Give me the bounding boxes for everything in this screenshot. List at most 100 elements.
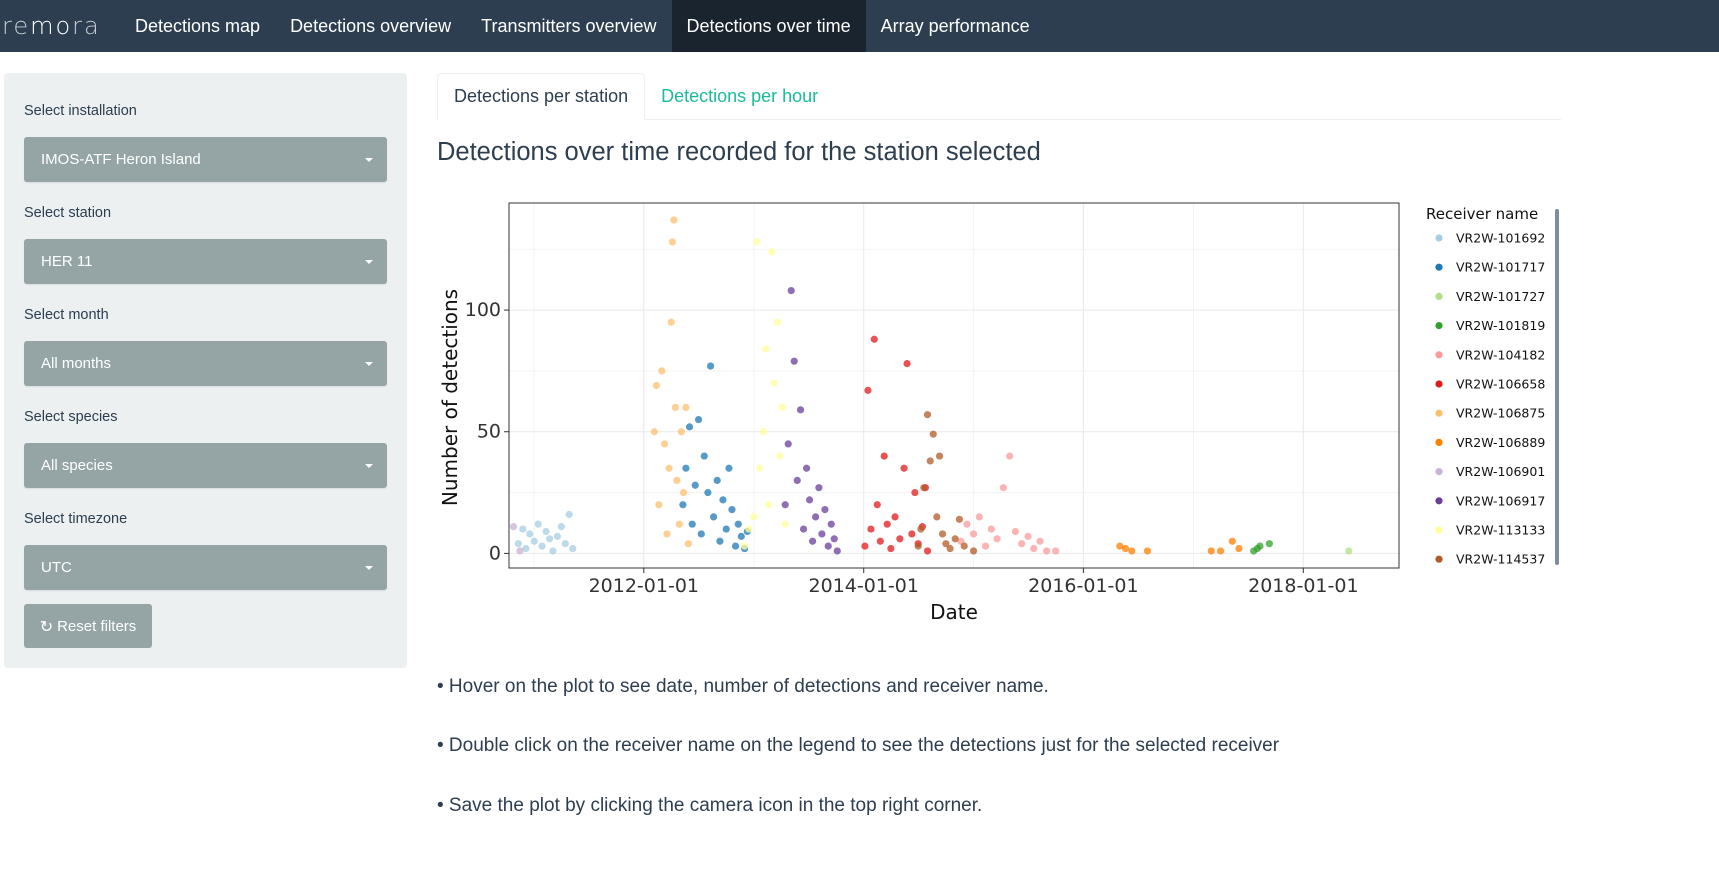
data-point bbox=[514, 540, 522, 548]
legend-item[interactable]: VR2W-106901 bbox=[1435, 464, 1545, 479]
species-label: Select species bbox=[24, 409, 118, 425]
data-point bbox=[561, 540, 569, 548]
station-label: Select station bbox=[24, 205, 112, 221]
data-point bbox=[963, 520, 971, 528]
species-select[interactable]: All species bbox=[24, 443, 387, 488]
data-point bbox=[864, 386, 872, 394]
legend-item[interactable]: VR2W-106658 bbox=[1435, 377, 1545, 392]
legend-marker bbox=[1435, 409, 1443, 417]
data-point bbox=[1256, 542, 1264, 550]
page-title: Detections over time recorded for the st… bbox=[437, 138, 1041, 166]
data-point bbox=[684, 540, 692, 548]
legend-item[interactable]: VR2W-101717 bbox=[1435, 260, 1545, 275]
data-point bbox=[883, 520, 891, 528]
month-select[interactable]: All months bbox=[24, 341, 387, 386]
data-point bbox=[546, 535, 554, 543]
timezone-select[interactable]: UTC bbox=[24, 545, 387, 590]
legend-item[interactable]: VR2W-101727 bbox=[1435, 289, 1545, 304]
caret-down-icon bbox=[365, 158, 373, 162]
note-save-plot: • Save the plot by clicking the camera i… bbox=[437, 795, 983, 816]
legend-label: VR2W-106901 bbox=[1456, 464, 1545, 479]
legend-item[interactable]: VR2W-114537 bbox=[1435, 552, 1545, 567]
month-field: Select month All months bbox=[24, 307, 387, 386]
x-tick-label: 2016-01-01 bbox=[1028, 575, 1138, 597]
detections-chart-svg[interactable]: 2012-01-01 2014-01-01 2016-01-01 2018-01-01… bbox=[437, 195, 1567, 635]
data-point bbox=[557, 523, 565, 531]
data-point bbox=[658, 367, 666, 375]
data-point bbox=[1036, 537, 1044, 545]
nav-detections-overview[interactable]: Detections overview bbox=[290, 15, 452, 36]
data-point bbox=[935, 452, 944, 460]
month-label: Select month bbox=[24, 307, 109, 323]
data-point bbox=[969, 547, 978, 555]
note-hover: • Hover on the plot to see date, number … bbox=[437, 676, 1049, 697]
data-point bbox=[737, 532, 745, 540]
data-point bbox=[1207, 547, 1215, 555]
data-point bbox=[745, 525, 753, 533]
tab-detections-per-station[interactable]: Detections per station bbox=[437, 73, 646, 120]
station-value: HER 11 bbox=[41, 253, 93, 270]
data-point bbox=[938, 530, 947, 538]
station-select[interactable]: HER 11 bbox=[24, 239, 387, 284]
data-point bbox=[538, 542, 546, 550]
data-point bbox=[887, 544, 895, 553]
legend-item[interactable]: VR2W-101819 bbox=[1435, 318, 1545, 333]
x-tick-label: 2014-01-01 bbox=[809, 575, 919, 597]
legend-marker bbox=[1435, 497, 1443, 505]
data-point bbox=[660, 440, 669, 448]
data-point bbox=[873, 501, 881, 509]
data-point bbox=[955, 515, 964, 523]
month-value: All months bbox=[41, 355, 112, 372]
data-point bbox=[811, 513, 820, 521]
legend-label: VR2W-104182 bbox=[1456, 347, 1545, 362]
nav-array-performance[interactable]: Array performance bbox=[880, 15, 1030, 36]
data-point bbox=[802, 464, 811, 472]
legend-item[interactable]: VR2W-101692 bbox=[1435, 231, 1545, 246]
data-point bbox=[824, 542, 832, 550]
data-point bbox=[911, 488, 919, 497]
data-point bbox=[722, 525, 730, 533]
data-point bbox=[706, 362, 715, 370]
nav-detections-map[interactable]: Detections map bbox=[135, 15, 261, 36]
installation-value: IMOS-ATF Heron Island bbox=[41, 151, 201, 168]
x-tick-label: 2012-01-01 bbox=[589, 575, 699, 597]
legend-item[interactable]: VR2W-104182 bbox=[1435, 347, 1545, 362]
legend-label: VR2W-106889 bbox=[1456, 435, 1545, 450]
legend-item[interactable]: VR2W-106917 bbox=[1435, 493, 1545, 508]
data-point bbox=[1265, 540, 1273, 548]
legend-label: VR2W-101692 bbox=[1456, 231, 1545, 246]
tab-detections-per-hour[interactable]: Detections per hour bbox=[661, 86, 819, 106]
data-point bbox=[830, 535, 838, 543]
nav-transmitters-overview[interactable]: Transmitters overview bbox=[481, 15, 657, 36]
caret-down-icon bbox=[365, 362, 373, 366]
y-tick-label: 100 bbox=[465, 299, 501, 321]
installation-label: Select installation bbox=[24, 103, 137, 119]
nav-detections-over-time[interactable]: Detections over time bbox=[671, 0, 866, 52]
brand-logo[interactable]: re mo ra bbox=[0, 0, 120, 52]
x-axis-label: Date bbox=[930, 600, 978, 624]
data-point bbox=[731, 542, 740, 550]
legend-marker bbox=[1435, 234, 1443, 242]
legend-item[interactable]: VR2W-106889 bbox=[1435, 435, 1545, 450]
data-point bbox=[926, 457, 934, 465]
data-point bbox=[1116, 542, 1124, 550]
reset-filters-button[interactable]: ↻ Reset filters bbox=[24, 604, 152, 648]
detections-chart[interactable]: 2012-01-01 2014-01-01 2016-01-01 2018-01-01… bbox=[437, 195, 1567, 635]
note-double-click: • Double click on the receiver name on t… bbox=[437, 735, 1280, 756]
data-point bbox=[756, 464, 764, 472]
data-point bbox=[670, 216, 678, 224]
data-point bbox=[1228, 537, 1236, 545]
legend-item[interactable]: VR2W-113133 bbox=[1435, 523, 1545, 538]
data-point bbox=[903, 360, 911, 368]
data-point bbox=[917, 525, 925, 533]
legend-label: VR2W-106658 bbox=[1456, 377, 1545, 392]
legend-item[interactable]: VR2W-106875 bbox=[1435, 406, 1545, 421]
legend-label: VR2W-106875 bbox=[1456, 406, 1545, 421]
data-point bbox=[716, 537, 724, 545]
y-axis-label: Number of detections bbox=[438, 289, 462, 506]
data-point bbox=[920, 484, 928, 492]
data-point bbox=[1043, 547, 1051, 555]
legend-label: VR2W-106917 bbox=[1456, 493, 1545, 508]
installation-select[interactable]: IMOS-ATF Heron Island bbox=[24, 137, 387, 182]
data-point bbox=[553, 532, 562, 540]
